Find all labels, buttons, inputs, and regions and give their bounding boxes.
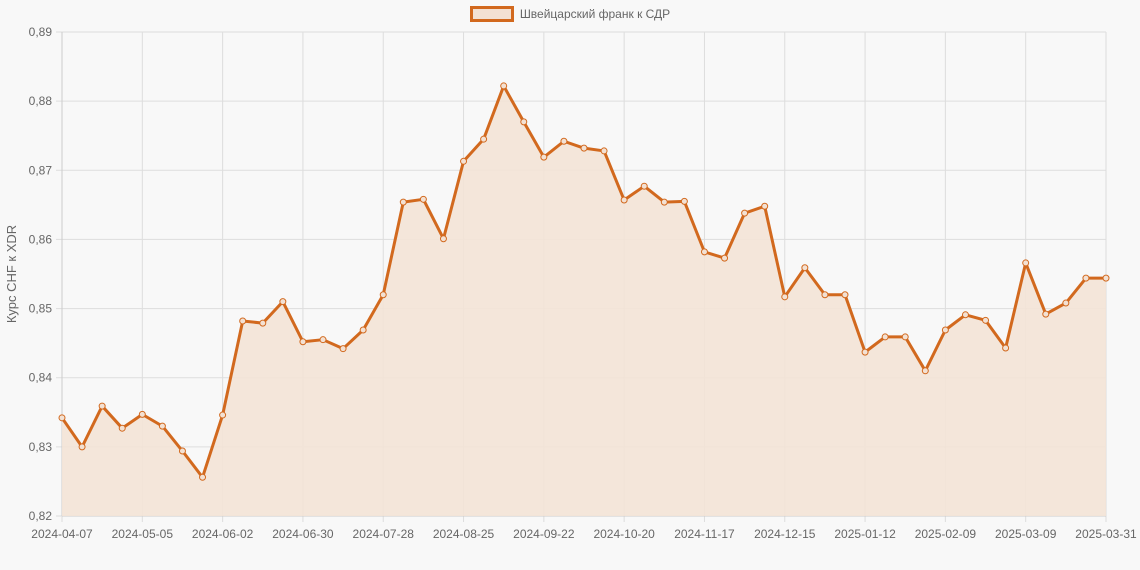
data-point[interactable]	[881, 333, 889, 341]
x-tick-label: 2025-01-12	[834, 527, 896, 541]
data-point[interactable]	[540, 153, 548, 161]
data-point[interactable]	[199, 473, 207, 481]
data-point[interactable]	[761, 202, 769, 210]
data-point[interactable]	[460, 157, 468, 165]
data-point[interactable]	[439, 235, 447, 243]
data-point[interactable]	[219, 411, 227, 419]
data-point[interactable]	[1022, 259, 1030, 267]
data-point[interactable]	[861, 348, 869, 356]
x-tick-label: 2024-12-15	[754, 527, 816, 541]
data-point[interactable]	[319, 336, 327, 344]
legend[interactable]: Швейцарский франк к СДР	[0, 6, 1140, 22]
y-tick-label: 0,88	[29, 94, 53, 108]
y-tick-label: 0,89	[29, 25, 53, 39]
x-tick-label: 2024-07-28	[353, 527, 415, 541]
data-point[interactable]	[359, 326, 367, 334]
data-point[interactable]	[138, 410, 146, 418]
data-point[interactable]	[1082, 274, 1090, 282]
data-point[interactable]	[640, 182, 648, 190]
y-tick-label: 0,86	[29, 232, 53, 246]
data-point[interactable]	[78, 443, 86, 451]
data-point[interactable]	[982, 316, 990, 324]
data-point[interactable]	[921, 367, 929, 375]
data-point[interactable]	[801, 264, 809, 272]
data-point[interactable]	[259, 319, 267, 327]
data-point[interactable]	[660, 198, 668, 206]
data-point[interactable]	[1002, 344, 1010, 352]
data-point[interactable]	[700, 248, 708, 256]
data-point[interactable]	[480, 135, 488, 143]
data-point[interactable]	[580, 144, 588, 152]
x-tick-label: 2025-03-31	[1075, 527, 1137, 541]
data-point[interactable]	[941, 326, 949, 334]
y-tick-label: 0,87	[29, 163, 53, 177]
data-point[interactable]	[1102, 274, 1110, 282]
data-point[interactable]	[600, 147, 608, 155]
data-point[interactable]	[500, 82, 508, 90]
x-tick-label: 2024-11-17	[674, 527, 735, 541]
data-point[interactable]	[419, 195, 427, 203]
data-point[interactable]	[58, 414, 66, 422]
x-tick-label: 2024-08-25	[433, 527, 495, 541]
data-point[interactable]	[299, 338, 307, 346]
data-point[interactable]	[1042, 310, 1050, 318]
x-tick-label: 2024-05-05	[112, 527, 174, 541]
legend-swatch	[469, 6, 514, 22]
x-tick-label: 2024-09-22	[513, 527, 575, 541]
data-point[interactable]	[158, 422, 166, 430]
data-point[interactable]	[721, 254, 729, 262]
series-area	[62, 85, 1106, 516]
data-point[interactable]	[741, 209, 749, 217]
y-tick-label: 0,82	[29, 509, 53, 523]
data-point[interactable]	[961, 311, 969, 319]
data-point[interactable]	[399, 198, 407, 206]
data-point[interactable]	[680, 197, 688, 205]
data-point[interactable]	[178, 447, 186, 455]
y-tick-label: 0,84	[29, 371, 53, 385]
data-point[interactable]	[1062, 299, 1070, 307]
x-tick-label: 2024-04-07	[31, 527, 93, 541]
data-point[interactable]	[841, 291, 849, 299]
legend-label: Швейцарский франк к СДР	[519, 7, 671, 21]
data-point[interactable]	[781, 293, 789, 301]
y-tick-label: 0,83	[29, 440, 53, 454]
y-axis-label: Курс CHF к XDR	[4, 225, 19, 323]
y-tick-label: 0,85	[29, 302, 53, 316]
data-point[interactable]	[98, 402, 106, 410]
data-point[interactable]	[520, 118, 528, 126]
data-point[interactable]	[620, 196, 628, 204]
x-tick-label: 2024-06-30	[272, 527, 334, 541]
x-tick-label: 2024-10-20	[593, 527, 655, 541]
data-point[interactable]	[279, 298, 287, 306]
x-tick-label: 2025-02-09	[915, 527, 977, 541]
x-tick-label: 2025-03-09	[995, 527, 1057, 541]
data-point[interactable]	[379, 291, 387, 299]
data-point[interactable]	[560, 137, 568, 145]
data-point[interactable]	[821, 291, 829, 299]
data-point[interactable]	[118, 424, 126, 432]
x-tick-label: 2024-06-02	[192, 527, 254, 541]
data-point[interactable]	[239, 317, 247, 325]
data-point[interactable]	[339, 345, 347, 353]
data-point[interactable]	[901, 333, 909, 341]
